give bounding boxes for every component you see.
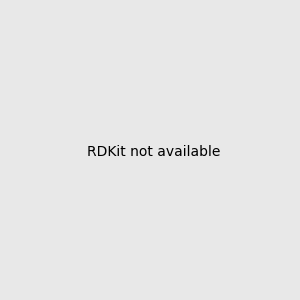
Text: RDKit not available: RDKit not available: [87, 145, 220, 158]
